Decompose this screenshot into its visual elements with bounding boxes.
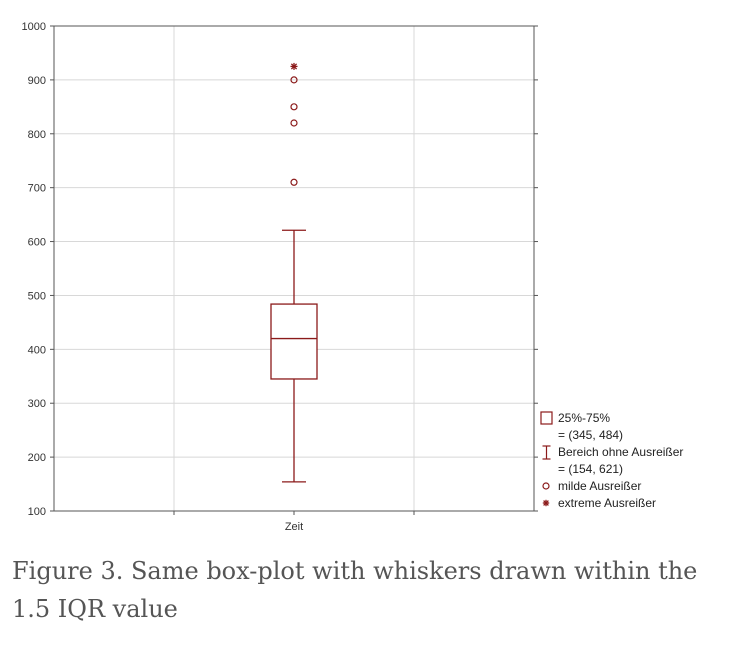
y-tick-label: 200 (28, 452, 46, 464)
legend-item: extreme Ausreißer (542, 496, 656, 510)
mild-outlier-point (290, 119, 298, 127)
legend-label: Bereich ohne Ausreißer (558, 445, 683, 459)
legend-star-icon (542, 499, 550, 507)
y-tick-label: 400 (28, 344, 46, 356)
legend-item: milde Ausreißer (542, 479, 641, 493)
outliers (290, 62, 298, 186)
legend-detail: = (345, 484) (558, 428, 623, 442)
y-axis: 100 200 300 400 500 600 700 800 900 1000 (22, 21, 538, 518)
y-tick-label: 900 (28, 75, 46, 87)
y-tick-label: 300 (28, 398, 46, 410)
legend-item: Bereich ohne Ausreißer = (154, 621) (542, 445, 683, 476)
y-tick-label: 500 (28, 290, 46, 302)
y-tick-label: 1000 (22, 21, 46, 33)
y-tick-label: 800 (28, 129, 46, 141)
legend-item: 25%-75% = (345, 484) (540, 411, 623, 442)
legend-label: 25%-75% (558, 411, 610, 425)
mild-outlier-point (290, 178, 298, 186)
legend-box-icon (540, 411, 553, 425)
legend: 25%-75% = (345, 484) Bereich ohne Ausreiße… (540, 411, 683, 510)
legend-circle-icon (542, 482, 550, 490)
mild-outlier-point (290, 76, 298, 84)
y-tick-label: 600 (28, 237, 46, 249)
y-tick-label: 700 (28, 183, 46, 195)
extreme-outlier-point (290, 62, 298, 70)
box-plot-chart: 100 200 300 400 500 600 700 800 900 1000 Zeit 25%… (22, 21, 684, 533)
iqr-box (270, 303, 318, 380)
box-plot (270, 229, 318, 483)
legend-label: extreme Ausreißer (558, 496, 656, 510)
legend-label: milde Ausreißer (558, 479, 641, 493)
x-category-label: Zeit (285, 521, 303, 533)
mild-outlier-point (290, 103, 298, 111)
y-tick-label: 100 (28, 506, 46, 518)
figure-caption: Figure 3. Same box-plot with whiskers dr… (12, 557, 698, 623)
legend-detail: = (154, 621) (558, 462, 623, 476)
